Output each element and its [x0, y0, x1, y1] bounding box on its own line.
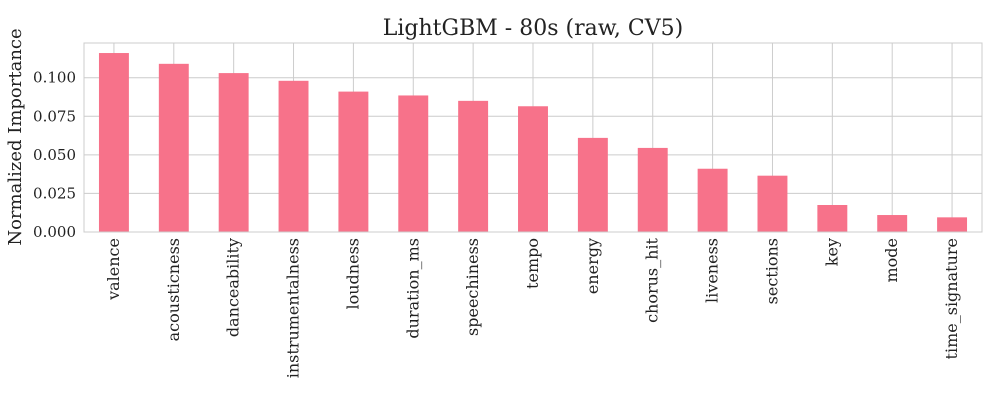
y-tick-label: 0.050: [33, 146, 76, 164]
x-tick-label: chorus_hit: [643, 237, 662, 322]
bar-acousticness: [158, 63, 189, 233]
x-tick-labels: valence acousticness danceability instrumen…: [104, 237, 961, 378]
y-tick-label: 0.025: [33, 184, 76, 202]
bar-mode: [877, 215, 908, 232]
bar-duration_ms: [398, 95, 429, 232]
bar-key: [817, 205, 848, 232]
x-tick-label: tempo: [523, 238, 542, 289]
x-tick-label: energy: [583, 238, 602, 294]
bar-instrumentalness: [278, 80, 309, 232]
bar-danceability: [218, 73, 249, 232]
bar-tempo: [518, 106, 548, 232]
y-tick-label: 0.100: [33, 69, 76, 87]
x-tick-label: acousticness: [164, 238, 183, 341]
y-axis-label: Normalized Importance: [5, 28, 26, 245]
bar-liveness: [697, 168, 728, 232]
x-tick-label: key: [822, 238, 841, 266]
x-tick-label: loudness: [343, 238, 362, 310]
bar-chorus_hit: [637, 147, 668, 232]
x-tick-label: mode: [882, 238, 901, 283]
x-tick-label: instrumentalness: [284, 238, 303, 378]
chart-title: LightGBM - 80s (raw, CV5): [383, 16, 683, 41]
bar-speechiness: [458, 100, 489, 232]
bar-loudness: [338, 91, 369, 232]
plot-frame: [83, 42, 983, 233]
y-tick-labels: 0.000 0.025 0.050 0.075 0.100: [33, 69, 76, 241]
x-tick-label: liveness: [703, 238, 722, 303]
bar-energy: [577, 137, 608, 232]
y-tick-label: 0.000: [33, 223, 76, 241]
x-tick-label: sections: [762, 238, 781, 304]
x-tick-label: valence: [104, 238, 123, 301]
bars: [98, 53, 968, 233]
x-tick-label: speechiness: [463, 238, 482, 336]
x-tick-label: time_signature: [942, 238, 961, 359]
x-tick-label: duration_ms: [403, 238, 422, 339]
y-tick-label: 0.075: [33, 107, 76, 125]
bar-time_signature: [937, 217, 968, 232]
x-tick-label: danceability: [224, 238, 243, 337]
bar-valence: [98, 53, 129, 233]
bar-sections: [757, 175, 788, 232]
